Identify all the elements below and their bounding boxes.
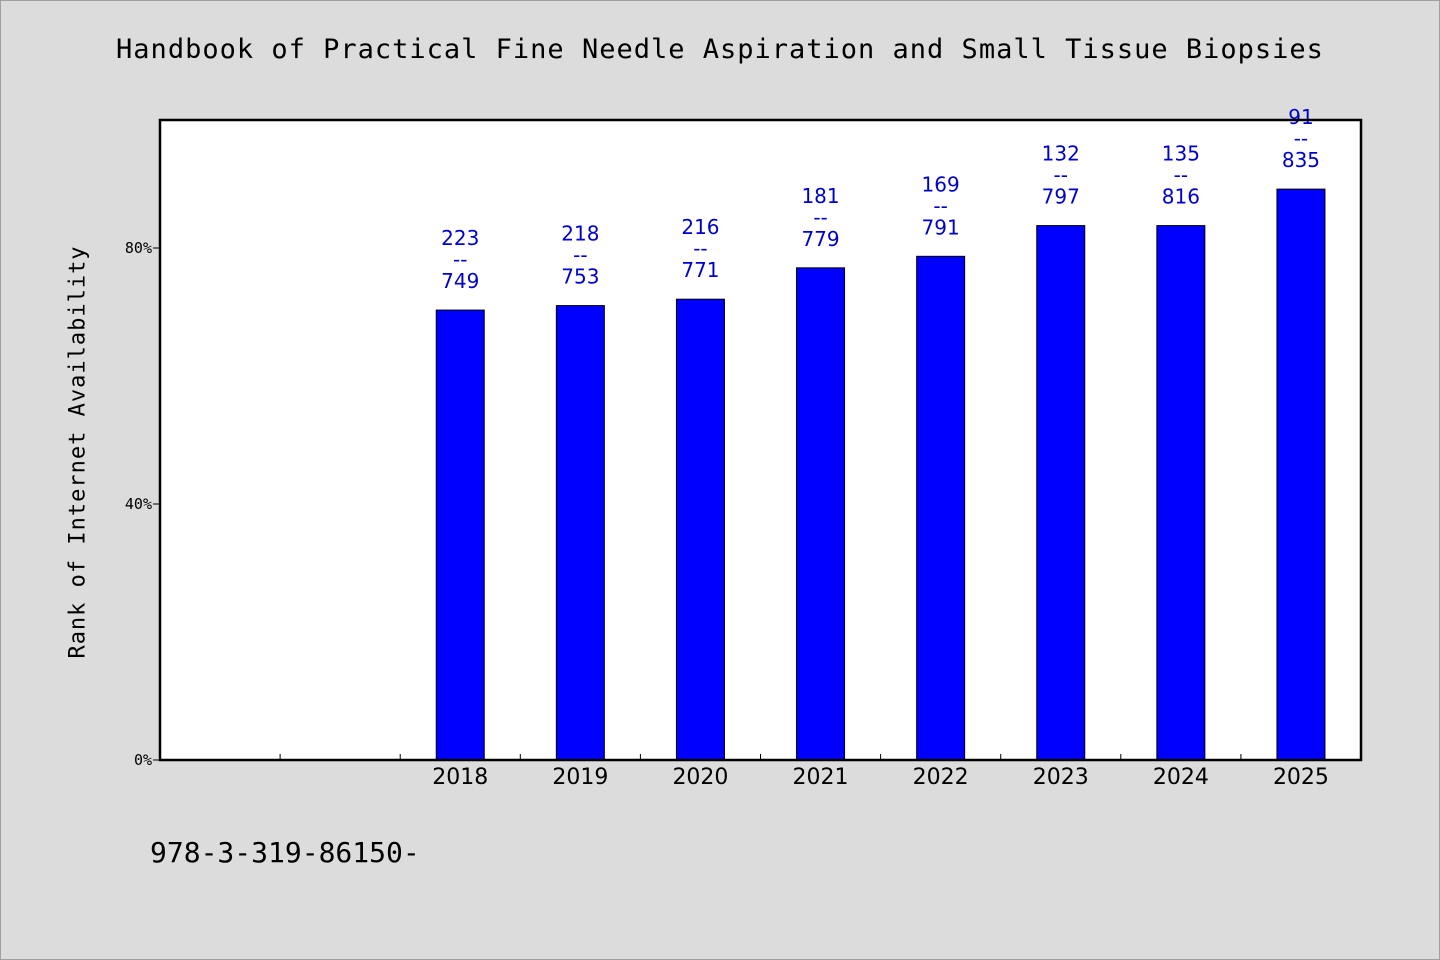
- isbn-text: 978-3-319-86150-: [150, 836, 420, 869]
- bar-2021: [796, 267, 846, 761]
- bar-2024: [1156, 225, 1206, 761]
- data-label: 749: [441, 269, 479, 293]
- chart-title: Handbook of Practical Fine Needle Aspira…: [116, 34, 1324, 65]
- data-label: 791: [922, 215, 960, 239]
- data-label: 816: [1162, 185, 1200, 209]
- data-label: --: [693, 237, 707, 261]
- data-label: 779: [801, 227, 839, 251]
- bar-2018: [435, 309, 485, 761]
- data-label: 135: [1162, 142, 1200, 166]
- y-tick-label: 0%: [134, 751, 152, 769]
- bar-2023: [1036, 225, 1086, 761]
- x-tick-label: 2019: [552, 765, 608, 790]
- x-tick-label: 2021: [793, 765, 849, 790]
- data-label: --: [1054, 163, 1068, 187]
- x-tick-label: 2024: [1153, 765, 1209, 790]
- bar-2019: [555, 305, 605, 761]
- data-label: 181: [801, 184, 839, 208]
- data-label: 216: [681, 215, 719, 239]
- x-tick-label: 2020: [672, 765, 728, 790]
- data-label: --: [1294, 127, 1308, 151]
- data-label: 218: [561, 222, 599, 246]
- data-label: 835: [1282, 148, 1320, 172]
- y-tick-label: 40%: [125, 495, 152, 513]
- data-label: 223: [441, 226, 479, 250]
- data-label: --: [1174, 163, 1188, 187]
- bar-2020: [675, 298, 725, 761]
- data-label: 169: [922, 172, 960, 196]
- x-tick-label: 2025: [1273, 765, 1329, 790]
- data-label: --: [573, 243, 587, 267]
- data-label: 771: [681, 258, 719, 282]
- data-label: 91: [1288, 105, 1313, 129]
- data-label: 753: [561, 265, 599, 289]
- data-label: 132: [1042, 142, 1080, 166]
- data-label: --: [933, 194, 947, 218]
- data-label: 797: [1042, 185, 1080, 209]
- x-tick-label: 2023: [1033, 765, 1089, 790]
- y-tick-label: 80%: [125, 239, 152, 257]
- plot-border: [158, 118, 1363, 762]
- bar-2022: [916, 255, 966, 761]
- data-label: --: [453, 248, 467, 272]
- data-label: --: [813, 205, 827, 229]
- x-tick-label: 2018: [432, 765, 488, 790]
- x-tick-label: 2022: [913, 765, 969, 790]
- bar-2025: [1276, 188, 1326, 761]
